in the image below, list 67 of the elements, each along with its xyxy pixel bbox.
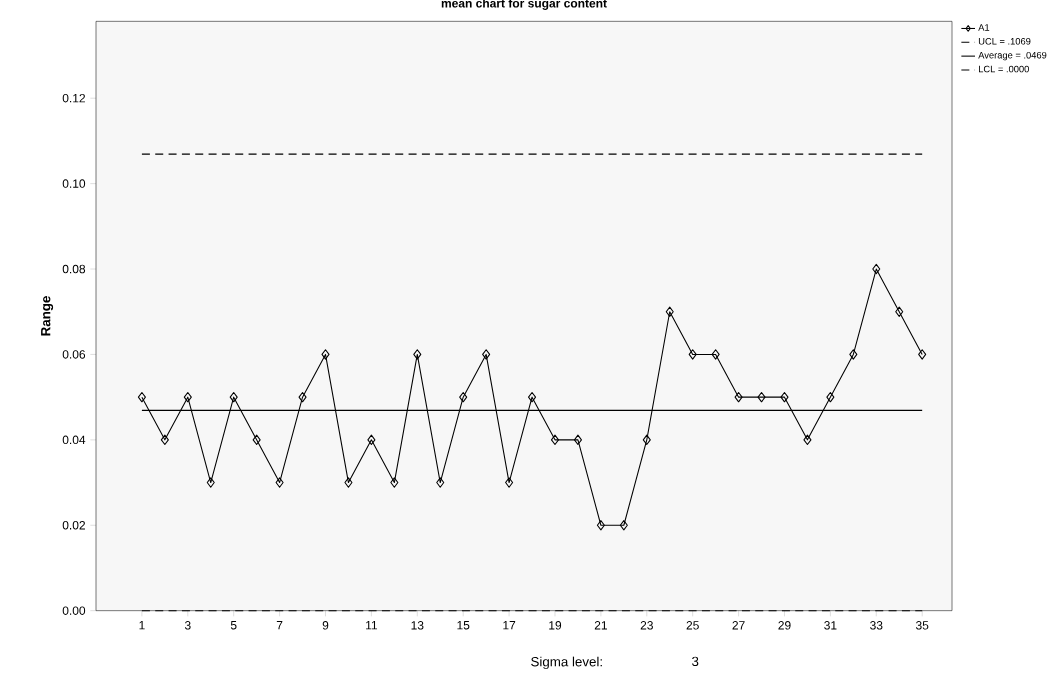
point xyxy=(390,477,399,488)
y-axis-title: Range xyxy=(41,296,54,336)
point xyxy=(229,391,238,403)
x-tick-label: 29 xyxy=(778,621,791,630)
legend-label: UCL = .1069 xyxy=(978,38,1031,45)
point xyxy=(573,434,582,446)
x-tick-label: 23 xyxy=(640,621,653,630)
point xyxy=(206,477,215,488)
x-tick-label: 11 xyxy=(366,621,378,630)
x-tick-label: 3 xyxy=(184,621,191,630)
x-tick-label: 13 xyxy=(411,621,424,630)
point xyxy=(711,349,720,360)
point xyxy=(596,520,605,531)
point xyxy=(183,391,192,403)
point xyxy=(826,391,835,403)
x-axis-title: Sigma level: xyxy=(531,656,602,670)
x-tick-label: 15 xyxy=(457,621,470,630)
x-tick-label: 5 xyxy=(230,621,237,630)
point xyxy=(436,477,445,488)
y-tick-label: 0.00 xyxy=(62,606,86,615)
y-tick-label: 0.12 xyxy=(62,93,85,103)
legend-label: Average = .0469 xyxy=(978,51,1047,61)
point xyxy=(344,477,353,488)
point xyxy=(528,391,537,403)
x-tick-label: 35 xyxy=(915,621,929,630)
point xyxy=(321,349,330,360)
x-tick-label: 17 xyxy=(503,621,516,630)
point xyxy=(619,520,628,531)
legend-label: A1 xyxy=(978,24,990,31)
y-tick-label: 0.06 xyxy=(62,350,86,359)
x-tick-label: 27 xyxy=(732,621,745,630)
point xyxy=(734,391,743,403)
point xyxy=(459,391,468,403)
point xyxy=(252,434,261,446)
point xyxy=(895,306,904,317)
x-tick-label: 31 xyxy=(824,621,837,630)
point xyxy=(482,349,491,360)
point xyxy=(918,349,927,360)
point xyxy=(505,477,514,488)
point xyxy=(642,434,651,446)
point xyxy=(665,306,674,317)
point xyxy=(298,391,307,403)
point xyxy=(872,263,881,275)
point xyxy=(803,434,812,446)
legend-label: LCL = .0000 xyxy=(979,65,1029,73)
point xyxy=(780,391,789,403)
point xyxy=(550,434,560,446)
point xyxy=(367,434,376,446)
text: 3 xyxy=(692,656,699,667)
x-tick-label: 1 xyxy=(139,621,145,630)
x-tick-label: 9 xyxy=(322,621,329,630)
x-tick-label: 33 xyxy=(870,621,883,630)
point xyxy=(160,434,169,446)
x-tick-label: 25 xyxy=(686,621,699,630)
y-tick-label: 0.04 xyxy=(62,435,86,445)
point xyxy=(757,391,766,403)
point xyxy=(275,477,284,488)
x-tick-label: 7 xyxy=(276,621,283,630)
point xyxy=(137,391,146,403)
y-tick-label: 0.02 xyxy=(62,521,85,530)
y-tick-label: 0.08 xyxy=(62,264,86,274)
x-tick-label: 19 xyxy=(549,621,562,630)
x-tick-label: 21 xyxy=(594,621,607,630)
point xyxy=(849,349,858,360)
point xyxy=(688,349,697,360)
y-tick-label: 0.10 xyxy=(62,179,86,188)
point xyxy=(413,349,422,360)
